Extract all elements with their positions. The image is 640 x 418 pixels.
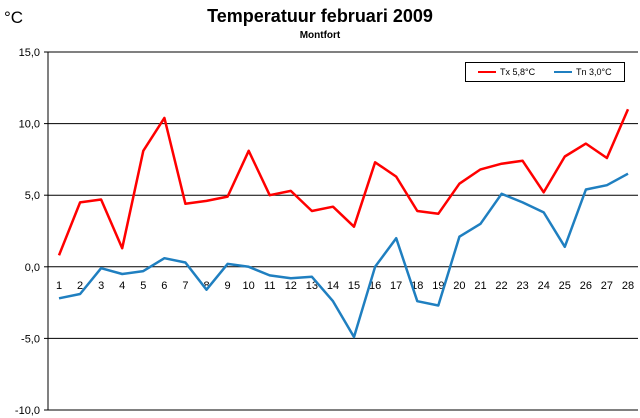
- x-tick-label: 11: [264, 280, 275, 292]
- y-tick-label: 10,0: [19, 119, 40, 131]
- x-tick-label: 17: [390, 280, 402, 292]
- chart-title: Temperatuur februari 2009: [207, 6, 433, 26]
- x-tick-label: 13: [306, 280, 318, 292]
- legend: Tx 5,8°C Tn 3,0°C: [465, 62, 625, 82]
- x-tick-label: 15: [348, 280, 360, 292]
- chart-subtitle: Montfort: [299, 30, 341, 41]
- y-tick-label: -5,0: [21, 333, 40, 345]
- series-lines: [57, 108, 630, 339]
- y-tick-label: -10,0: [15, 405, 40, 417]
- series-line-tn: [58, 172, 629, 339]
- y-axis-unit-label: °C: [4, 8, 24, 27]
- x-tick-label: 14: [327, 280, 339, 292]
- legend-swatch-tn: [554, 71, 572, 73]
- x-tick-label: 7: [182, 280, 188, 292]
- x-tick-label: 16: [369, 280, 381, 292]
- x-tick-label: 20: [453, 280, 465, 292]
- x-tick-label: 2: [77, 280, 83, 292]
- x-tick-label: 27: [601, 280, 613, 292]
- x-tick-label: 9: [225, 280, 231, 292]
- y-tick-label: 5,0: [25, 190, 40, 202]
- x-tick-label: 1: [56, 280, 62, 292]
- y-tick-label: 0,0: [25, 262, 40, 274]
- x-tick-label: 5: [140, 280, 146, 292]
- x-tick-label: 25: [559, 280, 571, 292]
- legend-label-tn: Tn 3,0°C: [576, 67, 612, 77]
- x-tick-label: 10: [243, 280, 255, 292]
- x-tick-label: 21: [474, 280, 486, 292]
- x-tick-label: 4: [119, 280, 125, 292]
- x-tick-label: 8: [203, 280, 209, 292]
- x-tick-label: 26: [580, 280, 592, 292]
- axes: [44, 51, 638, 411]
- y-tick-label: 15,0: [19, 47, 40, 59]
- legend-swatch-tx: [478, 71, 496, 73]
- gridlines: [48, 51, 638, 339]
- legend-item-tx: Tx 5,8°C: [478, 67, 535, 77]
- x-tick-label: 23: [517, 280, 529, 292]
- legend-label-tx: Tx 5,8°C: [500, 67, 536, 77]
- x-tick-label: 28: [622, 280, 634, 292]
- x-tick-label: 22: [495, 280, 507, 292]
- x-tick-label: 3: [98, 280, 104, 292]
- series-line-tx: [57, 108, 630, 256]
- x-tick-labels: 1 2 3 4 5 6 7 8 9 10 11 12 13 14 15 16 17 18 19 20 21 22 23 24 2…: [56, 280, 634, 292]
- x-tick-label: 19: [432, 280, 444, 292]
- y-tick-labels: 15,0 10,0 5,0 0,0 -5,0 -10,0: [15, 47, 40, 417]
- x-tick-label: 6: [161, 280, 167, 292]
- x-tick-label: 12: [285, 280, 297, 292]
- legend-item-tn: Tn 3,0°C: [554, 67, 612, 77]
- x-tick-label: 24: [538, 280, 550, 292]
